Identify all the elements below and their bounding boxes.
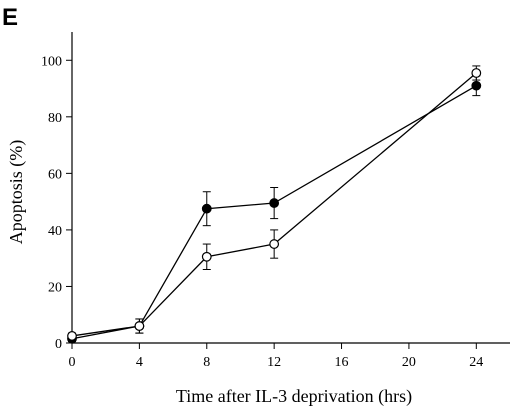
panel-label: E [2,4,18,31]
y-tick-label: 80 [48,111,62,126]
y-tick-label: 0 [55,337,62,352]
y-tick-label: 40 [48,224,62,239]
plot-area [67,65,482,344]
y-tick-label: 60 [48,167,62,182]
series-2 [67,65,482,341]
data-point [269,198,280,208]
data-point [67,331,77,341]
y-tick-label: 100 [41,54,62,69]
x-axis-title: Time after IL-3 deprivation (hrs) [176,386,412,407]
data-point [269,239,280,249]
x-tick-label: 8 [203,355,210,370]
x-tick-label: 24 [469,355,483,370]
data-point [471,68,482,78]
x-tick-label: 4 [136,355,143,370]
axes: 0 4 8 12 16 20 24 0 20 40 60 80 100 [41,32,510,370]
data-point [134,321,145,331]
x-tick-label: 0 [69,355,76,370]
x-tick-label: 20 [402,355,416,370]
x-tick-label: 12 [267,355,281,370]
data-point [201,203,212,214]
y-axis-title: Apoptosis (%) [6,140,27,245]
x-tick-label: 16 [335,355,349,370]
data-point [201,251,212,262]
data-point [471,80,482,91]
series-1 [67,75,482,344]
y-tick-label: 20 [48,280,62,295]
